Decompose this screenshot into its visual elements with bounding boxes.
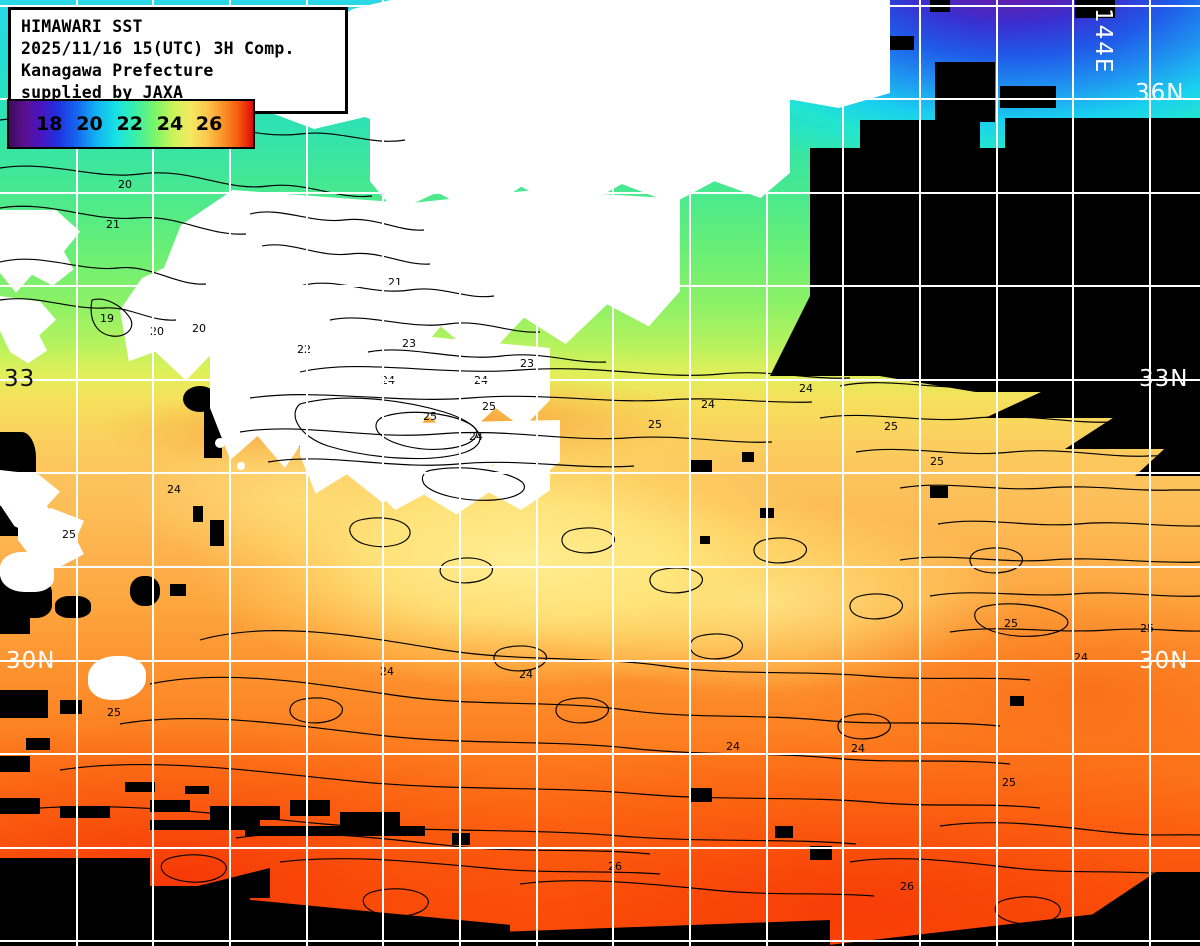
gridline-lon-11 xyxy=(919,0,921,946)
contour-label: 25 xyxy=(107,706,121,719)
contour-label: 24 xyxy=(381,374,395,387)
contour-label: 25 xyxy=(1004,617,1018,630)
contour-label: 24 xyxy=(519,668,533,681)
contour-label: 25 xyxy=(648,418,662,431)
graticule-label-136E: 136E xyxy=(478,8,504,75)
contour-label: 24 xyxy=(469,430,483,443)
gridline-lon-9 xyxy=(766,0,768,946)
contour-label: 21 xyxy=(106,218,120,231)
graticule-label-30N: 30N xyxy=(6,648,56,674)
contour-label: 20 xyxy=(118,178,132,191)
gridline-lon-3 xyxy=(306,0,308,946)
gridline-lon-10 xyxy=(842,0,844,946)
contour-label: 22 xyxy=(297,343,311,356)
gridline-lat-10 xyxy=(0,940,1200,942)
gridline-lon-8 xyxy=(689,0,691,946)
colorbar-tick-18: 18 xyxy=(36,113,63,135)
info-supplier: supplied by JAXA xyxy=(21,83,184,102)
gridline-lon-4 xyxy=(382,0,384,946)
contour-label: 24 xyxy=(851,742,865,755)
sst-colorbar: 18 20 22 24 26 xyxy=(7,99,255,149)
contour-label: 24 xyxy=(1074,651,1088,664)
contour-label: 25 xyxy=(423,410,437,423)
gridline-lon-12 xyxy=(996,0,998,946)
contour-label: 23 xyxy=(520,357,534,370)
contour-label: 25 xyxy=(930,455,944,468)
gridline-lon-5 xyxy=(459,0,461,946)
graticule-label-33: 33 xyxy=(4,366,36,392)
gridline-lat-5 xyxy=(0,472,1200,474)
contour-label: 20 xyxy=(192,322,206,335)
contour-label: 23 xyxy=(402,337,416,350)
info-datetime: 2025/11/16 15(UTC) 3H Comp. xyxy=(21,39,295,58)
contour-label: 25 xyxy=(482,400,496,413)
graticule-label-36N: 36N xyxy=(1135,80,1185,106)
gridline-lon-13 xyxy=(1072,0,1074,946)
contour-label: 24 xyxy=(799,382,813,395)
gridline-lat-6 xyxy=(0,566,1200,568)
colorbar-tick-24: 24 xyxy=(156,113,184,135)
colorbar-tick-22: 22 xyxy=(116,113,143,135)
contour-label: 19 xyxy=(100,312,114,325)
colorbar-tick-26: 26 xyxy=(195,113,223,135)
gridline-lat-3 xyxy=(0,285,1200,287)
graticule-label-33N: 33N xyxy=(1139,366,1189,392)
colorbar-tick-group: 18 20 22 24 26 xyxy=(9,101,253,147)
gridline-lon-7 xyxy=(612,0,614,946)
contour-label: 25 xyxy=(1002,776,1016,789)
gridline-lat-4 xyxy=(0,379,1200,381)
contour-label: 25 xyxy=(62,528,76,541)
contour-label: 20 xyxy=(150,325,164,338)
graticule-label-144E: 144E xyxy=(1090,8,1116,75)
gridline-lon-6 xyxy=(536,0,538,946)
contour-label: 24 xyxy=(167,483,181,496)
gridline-lat-9 xyxy=(0,847,1200,849)
contour-label: 26 xyxy=(900,880,914,893)
contour-label: 24 xyxy=(726,740,740,753)
info-region: Kanagawa Prefecture xyxy=(21,61,214,80)
contour-label: 26 xyxy=(608,860,622,873)
gridline-lat-7 xyxy=(0,660,1200,662)
graticule-label-30N: 30N xyxy=(1139,648,1189,674)
gridline-lon-14 xyxy=(1149,0,1151,946)
info-box: HIMAWARI SST 2025/11/16 15(UTC) 3H Comp.… xyxy=(8,7,348,114)
contour-label: 25 xyxy=(1140,622,1154,635)
contour-label: 21 xyxy=(388,276,402,289)
contour-label: 24 xyxy=(701,398,715,411)
gridline-lat-8 xyxy=(0,753,1200,755)
contour-label: 24 xyxy=(380,665,394,678)
contour-label: 24 xyxy=(474,374,488,387)
info-title: HIMAWARI SST xyxy=(21,17,143,36)
contour-label: 25 xyxy=(884,420,898,433)
colorbar-gradient xyxy=(9,101,253,147)
colorbar-tick-20: 20 xyxy=(76,113,103,135)
gridline-lat-2 xyxy=(0,192,1200,194)
